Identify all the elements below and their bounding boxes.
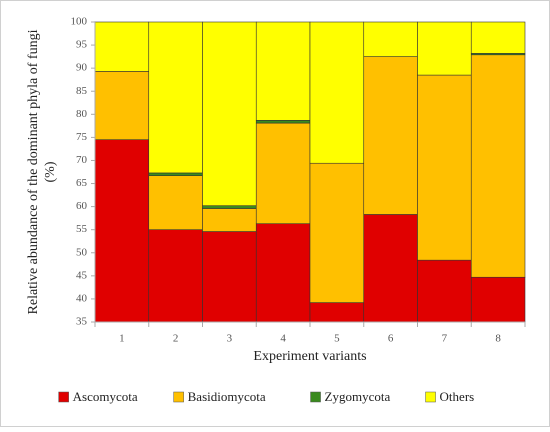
x-tick-label: 8 bbox=[495, 333, 501, 345]
bar-segment bbox=[363, 214, 418, 323]
y-tick-label: 75 bbox=[76, 131, 88, 143]
y-tick-label: 35 bbox=[76, 316, 88, 328]
y-tick-label: 100 bbox=[71, 16, 88, 28]
x-tick-label: 4 bbox=[280, 333, 286, 345]
legend-label: Others bbox=[440, 389, 475, 404]
bar-segment bbox=[363, 21, 418, 57]
x-tick-label: 6 bbox=[388, 333, 394, 345]
y-tick-label: 70 bbox=[76, 154, 88, 166]
bar-segment bbox=[94, 139, 150, 323]
x-tick-label: 3 bbox=[227, 333, 233, 345]
bar-segment bbox=[470, 276, 526, 323]
y-tick-label: 45 bbox=[76, 269, 88, 281]
bar-segment bbox=[255, 122, 311, 224]
y-tick-label: 60 bbox=[76, 200, 88, 212]
y-tick-label: 65 bbox=[76, 177, 88, 189]
legend-swatch bbox=[58, 391, 69, 403]
bar-segment bbox=[309, 162, 365, 303]
y-tick-label: 40 bbox=[76, 292, 88, 304]
x-axis-title: Experiment variants bbox=[253, 349, 366, 364]
legend-swatch bbox=[425, 391, 436, 403]
bar-segment bbox=[255, 120, 311, 124]
bar-segment bbox=[309, 21, 365, 164]
y-tick-label: 80 bbox=[76, 108, 88, 120]
bar-segment bbox=[202, 208, 257, 232]
y-tick-label: 50 bbox=[76, 246, 88, 258]
bar-segment bbox=[148, 229, 203, 323]
bar-segment bbox=[417, 259, 472, 323]
legend-label: Zygomycota bbox=[325, 389, 391, 404]
x-tick-label: 1 bbox=[119, 333, 125, 345]
bar-segment bbox=[94, 21, 150, 72]
bar-segment bbox=[309, 302, 365, 323]
y-axis-title-line: Relative abundance of the dominant phyla… bbox=[26, 29, 41, 314]
y-axis-title: Relative abundance of the dominant phyla… bbox=[26, 29, 58, 314]
bar-segment bbox=[202, 21, 257, 206]
legend-label: Basidiomycota bbox=[188, 389, 266, 404]
bar-segment bbox=[417, 21, 472, 76]
bar-segment bbox=[417, 74, 472, 261]
y-tick-label: 85 bbox=[76, 85, 88, 97]
x-tick-label: 5 bbox=[334, 333, 340, 345]
bar-segment bbox=[255, 21, 311, 121]
bar-segment bbox=[255, 223, 311, 323]
bar-segment bbox=[148, 172, 203, 176]
y-tick-label: 90 bbox=[76, 62, 88, 74]
bar-segment bbox=[202, 205, 257, 209]
bar-segment bbox=[363, 56, 418, 215]
y-axis-title-line: (%) bbox=[43, 161, 58, 182]
x-tick-label: 2 bbox=[173, 333, 179, 345]
bar-segment bbox=[148, 21, 203, 174]
x-tick-label: 7 bbox=[442, 333, 448, 345]
bar-segment bbox=[148, 175, 203, 230]
bar-segment bbox=[94, 71, 150, 140]
bar-segment bbox=[470, 21, 526, 54]
legend-label: Ascomycota bbox=[73, 389, 138, 404]
bar-segment bbox=[470, 54, 526, 278]
y-tick-label: 55 bbox=[76, 223, 88, 235]
y-tick-label: 95 bbox=[76, 39, 88, 51]
bar-segment bbox=[202, 231, 257, 323]
legend-swatch bbox=[310, 391, 321, 403]
legend-swatch bbox=[173, 391, 184, 403]
